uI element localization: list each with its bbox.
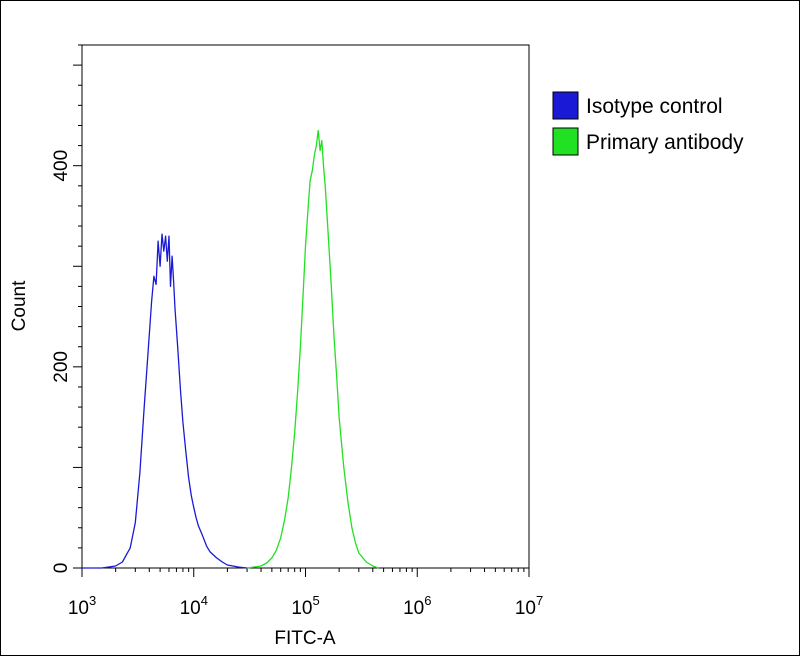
legend-swatch <box>552 127 579 156</box>
legend-swatch <box>552 91 579 120</box>
x-axis: 103 104 105 106 107 <box>68 568 543 619</box>
y-axis: 0 200 400 <box>51 44 82 574</box>
legend-label: Primary antibody <box>586 131 744 154</box>
series-line-primary-antibody <box>247 129 379 569</box>
x-tick-label: 106 <box>403 593 431 619</box>
y-tick-label: 400 <box>51 150 72 182</box>
legend-label: Isotype control <box>586 95 723 118</box>
y-axis-title: Count <box>9 280 30 331</box>
x-tick-label: 104 <box>180 593 208 619</box>
y-tick-label: 200 <box>51 351 72 383</box>
plot-area <box>81 44 530 569</box>
x-tick-label: 107 <box>515 593 543 619</box>
y-tick-label: 0 <box>51 563 72 574</box>
legend: Isotype control Primary antibody <box>552 91 744 156</box>
series-line-isotype-control <box>82 233 248 569</box>
x-tick-label: 105 <box>291 593 319 619</box>
series-layer <box>82 129 379 569</box>
x-axis-title: FITC-A <box>274 628 336 649</box>
x-tick-label: 103 <box>68 593 96 619</box>
